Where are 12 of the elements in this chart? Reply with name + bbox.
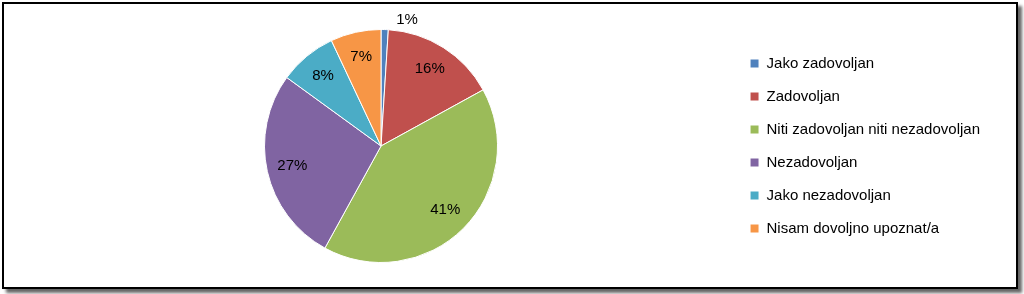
data-label: 27% (277, 155, 308, 173)
legend-label: Jako nezadovoljan (766, 185, 891, 203)
legend-label: Nisam dovoljno upoznat/a (766, 218, 940, 236)
data-label: 41% (430, 200, 461, 218)
legend-label: Jako zadovoljan (766, 53, 875, 71)
legend-label: Niti zadovoljan niti nezadovoljan (766, 119, 980, 137)
data-label: 1% (396, 9, 418, 27)
data-label: 7% (350, 47, 373, 65)
data-label: 16% (414, 59, 445, 77)
data-label: 8% (312, 66, 334, 84)
legend-label: Nezadovoljan (766, 152, 858, 170)
legend-label: Zadovoljan (766, 86, 840, 104)
